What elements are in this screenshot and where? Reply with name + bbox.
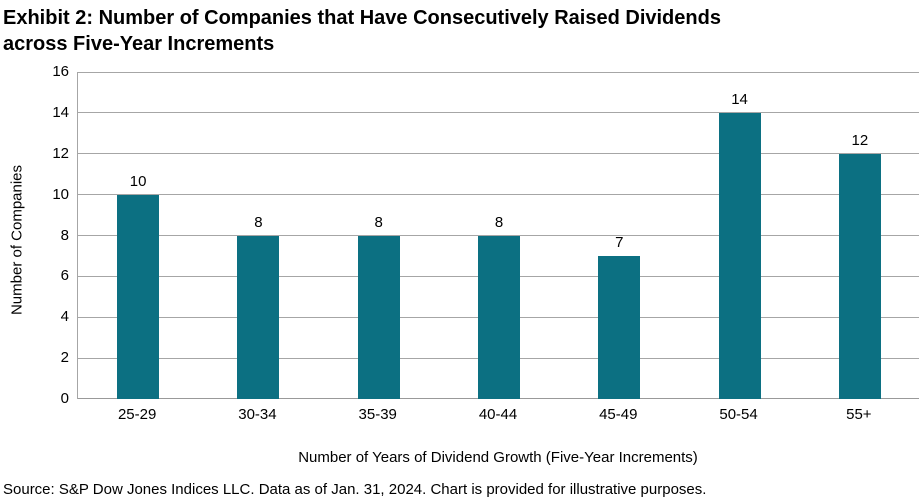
gridline-y-16 (78, 71, 919, 73)
bar-value-label-50-54: 14 (731, 90, 748, 108)
bar-25-29 (117, 194, 160, 399)
y-tick-label-0: 0 (60, 390, 69, 407)
chart-title-line-2: across Five-Year Increments (3, 33, 275, 55)
source-note: Source: S&P Dow Jones Indices LLC. Data … (3, 481, 707, 498)
gridline-y-12 (78, 153, 919, 155)
x-tick-label-35-39: 35-39 (358, 406, 397, 423)
bar-35-39 (357, 235, 400, 399)
y-tick-label-4: 4 (60, 308, 69, 326)
x-tick-label-40-44: 40-44 (478, 406, 518, 423)
bar-45-49 (598, 255, 641, 399)
bar-50-54 (718, 112, 761, 399)
chart-title: Exhibit 2: Number of Companies that Have… (3, 5, 721, 57)
x-tick-label-55+: 55+ (846, 406, 872, 423)
y-tick-label-2: 2 (60, 349, 69, 367)
bar-value-label-35-39: 8 (374, 213, 383, 231)
x-tick-label-25-29: 25-29 (117, 406, 157, 423)
x-tick-label-45-49: 45-49 (599, 406, 638, 423)
bar-30-34 (237, 235, 280, 399)
x-tick-label-30-34: 30-34 (238, 406, 277, 423)
bar-40-44 (478, 235, 520, 399)
bar-value-label-40-44: 8 (494, 213, 504, 231)
gridline-y-10 (78, 194, 919, 196)
x-tick-label-50-54: 50-54 (719, 406, 758, 423)
chart-title-line-1: Exhibit 2: Number of Companies that Have… (3, 7, 721, 29)
gridline-y-14 (78, 112, 919, 114)
bar-value-label-30-34: 8 (254, 213, 263, 231)
bar-value-label-55+: 12 (851, 131, 869, 149)
x-axis-title: Number of Years of Dividend Growth (Five… (298, 449, 698, 466)
y-tick-label-6: 6 (60, 267, 69, 285)
bar-55+ (838, 153, 881, 399)
bar-value-label-45-49: 7 (615, 233, 624, 251)
y-tick-label-14: 14 (52, 103, 69, 121)
y-tick-label-8: 8 (60, 226, 69, 244)
plot-area: 10 8 8 8 7 14 12 (77, 71, 919, 399)
bar-value-label-25-29: 10 (129, 172, 147, 190)
y-tick-label-16: 16 (52, 63, 69, 80)
y-tick-label-12: 12 (52, 144, 69, 162)
y-tick-label-10: 10 (52, 185, 69, 203)
